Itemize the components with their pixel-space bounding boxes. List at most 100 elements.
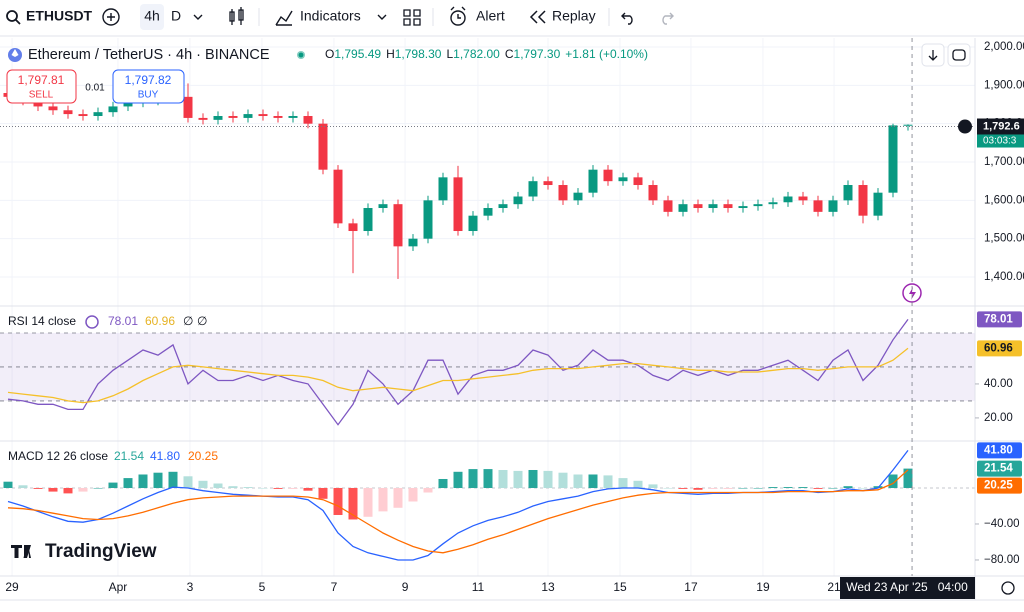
x-tick-label: 13 bbox=[541, 580, 555, 594]
sell-label: SELL bbox=[29, 90, 54, 101]
indicators-dropdown[interactable] bbox=[377, 14, 387, 20]
histogram-bar bbox=[288, 487, 298, 489]
candle-body bbox=[528, 181, 538, 197]
histogram-bar bbox=[888, 474, 898, 488]
candle-body bbox=[468, 215, 478, 232]
interval[interactable]: D bbox=[171, 8, 181, 24]
event-marker-icon bbox=[909, 287, 916, 300]
indicators-button[interactable]: Indicators bbox=[300, 8, 361, 24]
candle-body bbox=[183, 96, 193, 118]
replay-button[interactable]: Replay bbox=[552, 8, 596, 24]
histogram-bar bbox=[798, 487, 808, 488]
candle-body bbox=[303, 116, 313, 124]
axis-tag: 21.54 bbox=[984, 463, 1013, 475]
buy-price: 1,797.82 bbox=[125, 73, 172, 87]
market-status-dot bbox=[298, 52, 304, 58]
chart-type-icon[interactable] bbox=[229, 7, 244, 25]
ohlc-key: H bbox=[386, 47, 395, 61]
candle-body bbox=[873, 192, 883, 216]
candle-body bbox=[888, 125, 898, 193]
ohlc-key: L bbox=[446, 47, 453, 61]
x-tick-label: 19 bbox=[756, 580, 770, 594]
candle-body bbox=[483, 208, 493, 216]
candle-body bbox=[423, 200, 433, 239]
candle-body bbox=[828, 200, 838, 212]
symbol[interactable]: ETHUSDT bbox=[26, 8, 93, 24]
candle-body bbox=[543, 181, 553, 186]
buy-button[interactable] bbox=[112, 69, 185, 104]
candle-body bbox=[123, 102, 133, 107]
histogram-bar bbox=[258, 487, 268, 489]
x-tick-label: 21 bbox=[827, 580, 841, 594]
histogram-bar bbox=[393, 487, 403, 508]
y-tick-label: 1,400.00 bbox=[984, 271, 1024, 283]
ohlc-value: 1,795.49 bbox=[334, 47, 381, 61]
candle-body bbox=[708, 204, 718, 209]
axis-tag: 20.25 bbox=[984, 480, 1013, 492]
histogram-bar bbox=[438, 478, 448, 488]
candle-body bbox=[633, 177, 643, 186]
candle-body bbox=[768, 202, 778, 205]
settings-button[interactable] bbox=[1001, 581, 1015, 595]
countdown-bg bbox=[977, 134, 1024, 148]
histogram-bar bbox=[483, 469, 493, 488]
redo-button[interactable] bbox=[662, 12, 674, 25]
y-tick-label: 1,700.00 bbox=[984, 156, 1024, 168]
histogram-bar bbox=[753, 487, 763, 489]
histogram-bar bbox=[273, 487, 283, 489]
histogram-bar bbox=[528, 469, 538, 488]
candle-body bbox=[63, 110, 73, 115]
interval-dropdown[interactable] bbox=[193, 14, 203, 20]
histogram-bar bbox=[48, 487, 58, 492]
candle-body bbox=[438, 177, 448, 201]
histogram-bar bbox=[603, 475, 613, 488]
layout-icon[interactable] bbox=[403, 9, 421, 26]
candle-body bbox=[33, 100, 43, 107]
candle-body bbox=[273, 116, 283, 118]
histogram-bar bbox=[33, 487, 43, 489]
histogram-bar bbox=[183, 476, 193, 488]
histogram-bar bbox=[303, 487, 313, 491]
histogram-bar bbox=[858, 487, 868, 489]
compare-button[interactable] bbox=[102, 8, 120, 26]
y-tick-label: 40.00 bbox=[984, 378, 1013, 390]
alert-icon[interactable] bbox=[450, 10, 466, 26]
histogram-bar bbox=[618, 478, 628, 488]
histogram-bar bbox=[228, 486, 238, 488]
histogram-bar bbox=[78, 487, 88, 492]
candle-body bbox=[573, 192, 583, 201]
ohlc-key: O bbox=[325, 47, 334, 61]
rsi-legend-extra: ∅ bbox=[183, 314, 193, 328]
line-series bbox=[7, 469, 909, 554]
line-series bbox=[7, 347, 909, 404]
buy-label: BUY bbox=[138, 90, 159, 101]
indicators-icon[interactable] bbox=[275, 10, 293, 26]
undo-button[interactable] bbox=[621, 12, 633, 25]
macd-legend-value: 41.80 bbox=[150, 449, 180, 463]
x-tick-label: 29 bbox=[5, 580, 19, 594]
candle-body bbox=[78, 114, 88, 117]
histogram-bar bbox=[513, 470, 523, 488]
replay-icon[interactable] bbox=[529, 10, 546, 24]
histogram-bar bbox=[363, 487, 373, 517]
histogram-bar bbox=[333, 487, 343, 515]
candle-body bbox=[813, 200, 823, 212]
ohlc-legend: O1,795.49 H1,798.30 L1,782.00 C1,797.30 +1.8… bbox=[325, 47, 648, 61]
search-icon[interactable] bbox=[6, 10, 18, 22]
candle-body bbox=[213, 116, 223, 120]
histogram-bar bbox=[213, 483, 223, 488]
histogram-bar bbox=[153, 472, 163, 488]
candle-body bbox=[363, 208, 373, 232]
histogram-bar bbox=[318, 487, 328, 499]
histogram-bar bbox=[693, 487, 703, 490]
candle-body bbox=[858, 185, 868, 216]
histogram-bar bbox=[633, 480, 643, 488]
interval[interactable]: 4h bbox=[144, 8, 160, 24]
candle-body bbox=[798, 196, 808, 201]
fullscreen-button[interactable] bbox=[947, 43, 971, 67]
price-line-button[interactable] bbox=[958, 119, 972, 134]
alert-button[interactable]: Alert bbox=[476, 8, 505, 24]
sell-button[interactable] bbox=[6, 69, 77, 104]
histogram-bar bbox=[243, 487, 253, 488]
